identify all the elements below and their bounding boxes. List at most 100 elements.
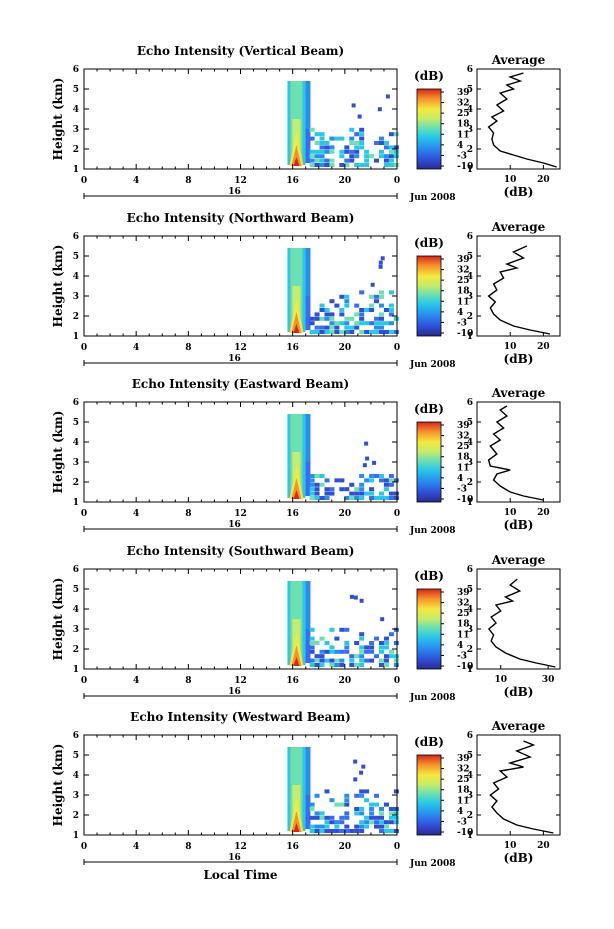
heatmap-cell bbox=[334, 829, 340, 833]
average-y-tick-label: 3 bbox=[467, 791, 473, 801]
heatmap-cell bbox=[369, 807, 375, 811]
heatmap-cell bbox=[314, 811, 320, 816]
average-y-tick-label: 2 bbox=[467, 645, 473, 655]
heatmap-cell bbox=[388, 330, 394, 334]
heatmap-cell bbox=[383, 636, 389, 641]
heatmap-cell bbox=[354, 641, 360, 645]
heatmap-cell bbox=[379, 645, 385, 650]
heatmap-cell bbox=[374, 158, 380, 163]
heatmap-cell bbox=[344, 641, 350, 645]
heatmap-cell bbox=[339, 149, 345, 154]
heatmap-cells bbox=[287, 414, 399, 500]
heatmap-cell bbox=[329, 487, 335, 492]
y-axis-label: Height (km) bbox=[51, 78, 65, 161]
x-tick-label: 4 bbox=[133, 343, 139, 353]
heatmap-cell bbox=[359, 820, 365, 825]
heatmap-cell bbox=[383, 658, 389, 663]
x-tick-label: 4 bbox=[133, 676, 139, 686]
colorbar-tick-label: 32 bbox=[457, 266, 470, 276]
heatmap-cell bbox=[359, 632, 365, 637]
heatmap-cell bbox=[329, 645, 335, 650]
heatmap-cells bbox=[287, 581, 399, 667]
heatmap-cell bbox=[369, 294, 375, 299]
heatmap-cell bbox=[314, 141, 320, 145]
heatmap-cell bbox=[388, 829, 394, 833]
heatmap-cell bbox=[334, 636, 340, 641]
colorbar-tick-label: 11 bbox=[457, 297, 470, 307]
heatmap-cell bbox=[314, 491, 320, 496]
heatmap-cell bbox=[393, 316, 399, 321]
heatmap-cell bbox=[364, 308, 370, 312]
heatmap-cell bbox=[364, 824, 370, 829]
heatmap-cell bbox=[339, 163, 345, 167]
heatmap-cell bbox=[354, 487, 360, 492]
y-tick-label: 4 bbox=[73, 272, 79, 282]
x-tick-label: 8 bbox=[185, 343, 191, 353]
average-frame bbox=[476, 401, 561, 503]
colorbar-tick-label: 18 bbox=[457, 620, 470, 630]
heatmap-cell bbox=[359, 496, 365, 500]
heatmap-cell bbox=[324, 829, 330, 833]
heatmap-cell bbox=[324, 330, 330, 334]
heatmap-cell bbox=[374, 496, 380, 500]
heatmap-cell bbox=[369, 330, 375, 334]
heatmap-cell bbox=[329, 163, 335, 167]
heatmap-cell bbox=[324, 820, 330, 825]
heatmap-cell bbox=[314, 325, 320, 330]
heatmap-cell bbox=[339, 294, 345, 299]
heatmap-cell bbox=[359, 330, 365, 334]
heatmap-cell bbox=[319, 815, 325, 820]
average-x-label: (dB) bbox=[504, 185, 534, 199]
heatmap-cell bbox=[380, 617, 385, 622]
average-y-tick-label: 4 bbox=[467, 771, 473, 781]
heatmap-cell bbox=[344, 163, 350, 167]
heatmap-cell bbox=[309, 636, 315, 641]
x-tick-label: 8 bbox=[185, 176, 191, 186]
heatmap-cell bbox=[309, 663, 315, 667]
heatmap-cell bbox=[324, 496, 330, 500]
y-tick-label: 6 bbox=[73, 398, 79, 408]
heatmap-cell bbox=[379, 303, 385, 308]
heatmap-cell bbox=[339, 308, 345, 312]
heatmap-cell bbox=[388, 303, 394, 308]
heatmap-cell bbox=[359, 658, 365, 663]
heatmap-cell bbox=[329, 158, 335, 163]
day-label: 16 bbox=[228, 354, 241, 364]
colorbar-tick-label: -3 bbox=[457, 318, 467, 328]
month-label: Jun 2008 bbox=[409, 693, 456, 703]
heatmap-cell bbox=[319, 154, 325, 159]
heatmap-cell bbox=[379, 829, 385, 833]
heatmap-cell bbox=[314, 158, 320, 163]
heatmap-cell bbox=[319, 474, 325, 478]
heatmap-cell bbox=[393, 815, 399, 820]
heatmap-cell bbox=[369, 308, 375, 312]
plot-frame bbox=[83, 568, 398, 670]
heatmap-cell bbox=[319, 811, 325, 816]
heatmap-cell bbox=[344, 627, 350, 632]
average-x-label: (dB) bbox=[504, 685, 534, 699]
heatmap-cell bbox=[374, 321, 380, 326]
average-x-tick-label: 10 bbox=[504, 508, 517, 518]
heatmap-cell bbox=[393, 154, 399, 159]
heatmap-cell bbox=[349, 654, 355, 659]
heatmap-cell bbox=[374, 299, 380, 304]
heatmap-cell bbox=[359, 316, 365, 321]
heatmap-cell bbox=[353, 595, 358, 600]
heatmap-cell bbox=[329, 316, 335, 321]
heatmap-cell bbox=[349, 658, 355, 663]
x-tick-label: 8 bbox=[185, 676, 191, 686]
heatmap-cell bbox=[383, 641, 389, 645]
heatmap-cell bbox=[388, 474, 394, 478]
y-tick-label: 1 bbox=[73, 665, 79, 675]
heatmap-cell bbox=[388, 478, 394, 483]
colorbar bbox=[416, 588, 442, 670]
heatmap-cell bbox=[388, 132, 394, 137]
heatmap-cell bbox=[309, 127, 315, 132]
y-tick-label: 2 bbox=[73, 811, 79, 821]
y-axis-label: Height (km) bbox=[51, 578, 65, 661]
y-axis-label: Height (km) bbox=[51, 245, 65, 328]
heatmap-cell bbox=[369, 649, 375, 654]
heatmap-cell bbox=[349, 330, 355, 334]
heatmap-cell bbox=[359, 770, 364, 775]
chart-title: Echo Intensity (Vertical Beam) bbox=[137, 44, 344, 58]
